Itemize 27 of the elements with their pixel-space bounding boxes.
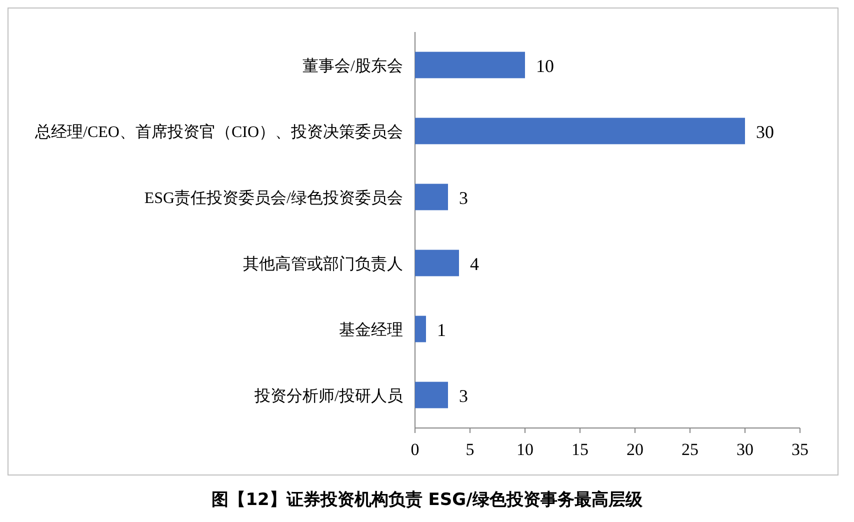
bar [415,316,426,342]
x-tick-label: 5 [466,440,474,459]
x-tick-label: 15 [572,440,588,459]
y-tick-label: 基金经理 [339,321,403,339]
x-tick-label: 30 [736,440,754,459]
data-label: 4 [470,254,479,274]
data-label: 3 [459,188,468,208]
y-tick-label: 投资分析师/投研人员 [254,387,403,405]
data-label: 1 [437,320,446,340]
x-tick-label: 20 [626,440,644,459]
bar [415,118,745,144]
x-tick-label: 25 [682,440,698,459]
data-label: 10 [536,56,554,76]
x-tick-label: 10 [516,440,534,459]
bar [415,382,448,408]
bar [415,250,459,276]
y-tick-label: 其他高管或部门负责人 [243,255,403,273]
data-label: 3 [459,386,468,406]
x-tick-label: 35 [792,440,808,459]
text: 图【12】证券投资机构负责 ESG/绿色投资事务最高层级 [212,490,644,510]
bar [415,52,525,78]
y-tick-label: ESG责任投资委员会/绿色投资委员会 [144,189,403,207]
data-label: 30 [756,122,774,142]
x-tick-label: 0 [410,440,420,459]
y-tick-label: 董事会/股东会 [302,57,403,75]
bar [415,184,448,210]
y-tick-label: 总经理/CEO、首席投资官（CIO）、投资决策委员会 [34,123,403,141]
